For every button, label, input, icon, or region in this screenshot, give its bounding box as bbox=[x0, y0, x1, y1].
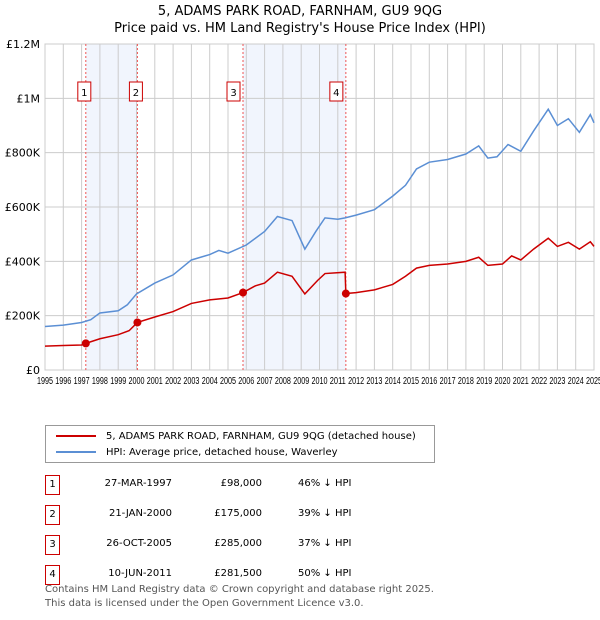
sale-row: 2 21-JAN-2000 £175,000 39% ↓ HPI bbox=[45, 505, 365, 525]
sale-number: 3 bbox=[45, 535, 60, 555]
legend: 5, ADAMS PARK ROAD, FARNHAM, GU9 9QG (de… bbox=[45, 425, 435, 463]
sale-date: 26-OCT-2005 bbox=[106, 538, 172, 549]
x-tick-label: 2020 bbox=[495, 376, 511, 387]
chart-subtitle: Price paid vs. HM Land Registry's House … bbox=[114, 21, 486, 36]
sale-point bbox=[341, 289, 350, 298]
x-tick-label: 2017 bbox=[440, 376, 456, 387]
x-tick-label: 2002 bbox=[165, 376, 181, 387]
x-tick-label: 2011 bbox=[330, 376, 346, 387]
x-tick-label: 1995 bbox=[37, 376, 53, 387]
y-tick-label: £0 bbox=[26, 364, 40, 377]
x-tick-label: 2010 bbox=[312, 376, 328, 387]
sale-point bbox=[239, 288, 248, 297]
y-tick-label: £600K bbox=[5, 201, 41, 214]
price-chart: 1995 1996 1997 1998 1999 2000 2001 2002 2003 2004… bbox=[5, 38, 600, 387]
x-tick-label: 2004 bbox=[202, 376, 218, 387]
legend-swatch-red bbox=[56, 435, 96, 437]
sale-price: £175,000 bbox=[214, 508, 262, 519]
x-tick-label: 1996 bbox=[55, 376, 71, 387]
sale-marker-box bbox=[226, 81, 241, 102]
sale-marker-label: 3 bbox=[230, 88, 236, 99]
x-tick-label: 2009 bbox=[293, 376, 309, 387]
y-tick-label: £1.2M bbox=[6, 38, 40, 51]
x-tick-label: 2008 bbox=[275, 376, 291, 387]
x-tick-label: 2007 bbox=[257, 376, 273, 387]
footer-line-2: This data is licensed under the Open Gov… bbox=[45, 598, 364, 609]
y-tick-label: £200K bbox=[5, 310, 41, 323]
x-tick-label: 2019 bbox=[476, 376, 492, 387]
sale-point bbox=[81, 339, 90, 348]
sale-row: 1 27-MAR-1997 £98,000 46% ↓ HPI bbox=[45, 475, 365, 495]
sale-hpi-diff: 39% ↓ HPI bbox=[298, 508, 352, 519]
sale-hpi-diff: 50% ↓ HPI bbox=[298, 568, 352, 579]
x-tick-label: 2021 bbox=[513, 376, 529, 387]
legend-label: HPI: Average price, detached house, Wave… bbox=[106, 446, 338, 458]
sale-number: 4 bbox=[45, 565, 60, 585]
sale-marker-label: 4 bbox=[333, 88, 339, 99]
sale-row: 4 10-JUN-2011 £281,500 50% ↓ HPI bbox=[45, 565, 365, 585]
x-tick-label: 2018 bbox=[458, 376, 474, 387]
x-tick-label: 2024 bbox=[568, 376, 584, 387]
x-tick-label: 2016 bbox=[421, 376, 437, 387]
x-tick-label: 2001 bbox=[147, 376, 163, 387]
sale-price: £285,000 bbox=[214, 538, 262, 549]
x-tick-label: 2005 bbox=[220, 376, 236, 387]
sale-marker-box bbox=[128, 81, 143, 102]
y-tick-label: £400K bbox=[5, 255, 41, 268]
x-tick-label: 2023 bbox=[549, 376, 565, 387]
sale-marker-label: 2 bbox=[133, 88, 139, 99]
sale-price: £98,000 bbox=[220, 478, 262, 489]
x-tick-label: 2000 bbox=[129, 376, 145, 387]
x-tick-label: 2014 bbox=[385, 376, 401, 387]
x-tick-label: 2003 bbox=[183, 376, 199, 387]
y-tick-label: £1M bbox=[17, 92, 41, 105]
sale-date: 21-JAN-2000 bbox=[108, 508, 172, 519]
sale-row: 3 26-OCT-2005 £285,000 37% ↓ HPI bbox=[45, 535, 365, 555]
hpi-line bbox=[44, 107, 595, 328]
y-tick-label: £800K bbox=[5, 147, 41, 160]
x-tick-label: 2022 bbox=[531, 376, 547, 387]
sale-marker-box bbox=[329, 81, 344, 102]
legend-label: 5, ADAMS PARK ROAD, FARNHAM, GU9 9QG (de… bbox=[106, 430, 416, 442]
x-tick-label: 1999 bbox=[110, 376, 126, 387]
legend-item-hpi: HPI: Average price, detached house, Wave… bbox=[56, 444, 338, 460]
legend-item-property: 5, ADAMS PARK ROAD, FARNHAM, GU9 9QG (de… bbox=[56, 428, 416, 444]
legend-swatch-blue bbox=[56, 451, 96, 453]
sale-number: 1 bbox=[45, 475, 60, 495]
plot-border bbox=[44, 43, 595, 371]
sale-price: £281,500 bbox=[214, 568, 262, 579]
sale-date: 10-JUN-2011 bbox=[108, 568, 172, 579]
chart-title: 5, ADAMS PARK ROAD, FARNHAM, GU9 9QG bbox=[157, 4, 443, 19]
x-tick-label: 1997 bbox=[74, 376, 90, 387]
x-tick-label: 2013 bbox=[366, 376, 382, 387]
x-tick-label: 2012 bbox=[348, 376, 364, 387]
sale-hpi-diff: 37% ↓ HPI bbox=[298, 538, 352, 549]
sale-point bbox=[133, 318, 142, 327]
x-tick-label: 1998 bbox=[92, 376, 108, 387]
x-tick-label: 2015 bbox=[403, 376, 419, 387]
sale-number: 2 bbox=[45, 505, 60, 525]
sale-marker-box bbox=[77, 81, 92, 102]
sale-hpi-diff: 46% ↓ HPI bbox=[298, 478, 352, 489]
x-tick-label: 2025 bbox=[586, 376, 600, 387]
sale-date: 27-MAR-1997 bbox=[104, 478, 172, 489]
x-tick-label: 2006 bbox=[238, 376, 254, 387]
footer-line-1: Contains HM Land Registry data © Crown c… bbox=[45, 584, 434, 595]
sale-marker-label: 1 bbox=[81, 88, 87, 99]
